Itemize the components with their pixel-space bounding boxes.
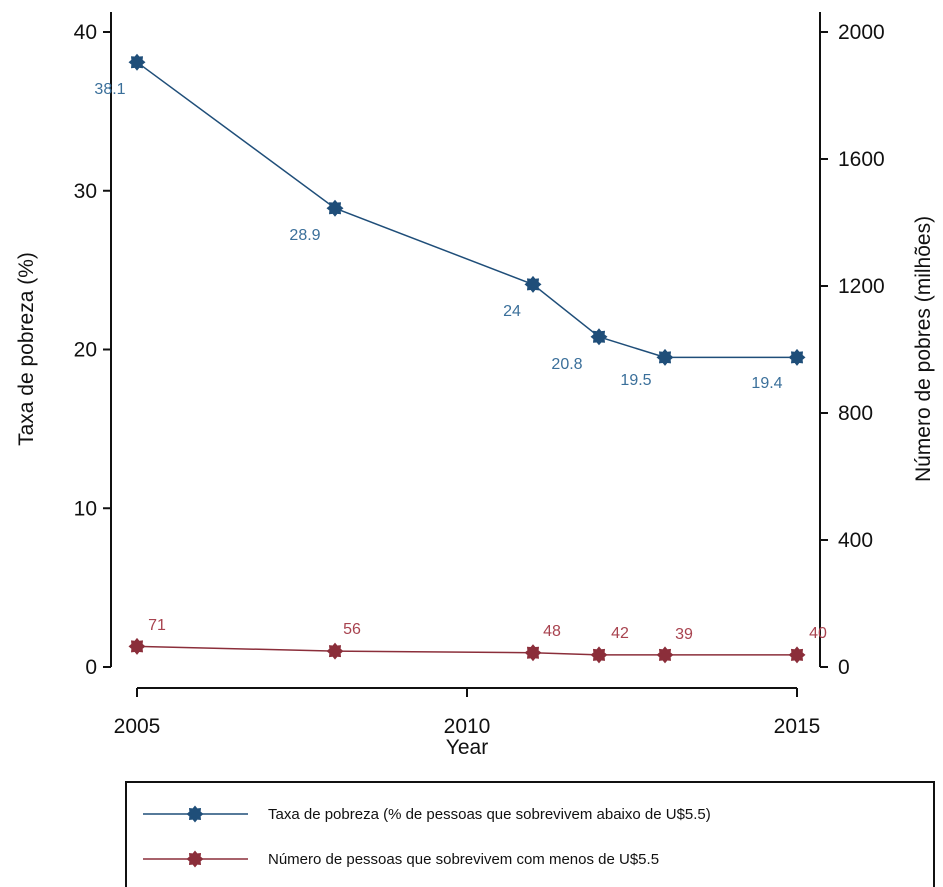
legend-label-series-1: Taxa de pobreza (% de pessoas que sobrev… xyxy=(268,806,711,823)
series-1-point xyxy=(590,328,608,346)
series-2-point xyxy=(326,642,344,660)
y-left-tick-label: 10 xyxy=(74,497,97,520)
x-tick-label: 2015 xyxy=(774,715,821,738)
series-2-data-label: 48 xyxy=(543,623,561,640)
y-right-tick-label: 2000 xyxy=(838,21,885,44)
series-1-point xyxy=(788,348,806,366)
x-tick-label: 2005 xyxy=(114,715,161,738)
y-right-tick-label: 400 xyxy=(838,529,873,552)
series-2-point xyxy=(788,646,806,664)
y-right-tick-label: 0 xyxy=(838,656,850,679)
series-1-point xyxy=(326,199,344,217)
y-left-tick-label: 20 xyxy=(74,339,97,362)
series-1-data-label: 38.1 xyxy=(94,81,125,98)
series-1-data-label: 28.9 xyxy=(289,227,320,244)
y-right-tick-label: 1200 xyxy=(838,275,885,298)
series-2-data-label: 39 xyxy=(675,626,693,643)
series-1-data-label: 19.4 xyxy=(751,375,782,392)
legend-label-series-2: Número de pessoas que sobrevivem com men… xyxy=(268,851,659,868)
series-1-point xyxy=(128,53,146,71)
series-2-data-label: 40 xyxy=(809,625,827,642)
y-right-tick-label: 800 xyxy=(838,402,873,425)
legend-box xyxy=(125,781,935,887)
y-left-tick-label: 0 xyxy=(85,656,97,679)
y-left-tick-label: 40 xyxy=(74,21,97,44)
axes xyxy=(110,12,821,689)
series-1-data-label: 20.8 xyxy=(551,356,582,373)
x-tick-label: 2010 xyxy=(444,715,491,738)
series-2-point xyxy=(524,644,542,662)
y-right-axis-title: Número de pobres (milhões) xyxy=(912,216,935,482)
series-1-data-label: 24 xyxy=(503,303,521,320)
series-1-point xyxy=(656,348,674,366)
series-2-line xyxy=(136,645,797,656)
series-layer: 38.1 28.9 24 20.8 19.5 19.4 71 56 48 42 39 40 xyxy=(94,53,827,664)
series-1-data-label: 19.5 xyxy=(620,372,651,389)
series-2-point xyxy=(128,637,146,655)
series-2-point xyxy=(590,646,608,664)
series-1-point xyxy=(524,275,542,293)
y-left-axis-title: Taxa de pobreza (%) xyxy=(15,252,38,446)
series-2-data-label: 42 xyxy=(611,625,629,642)
series-1-line xyxy=(136,61,797,359)
legend-marker-series-2 xyxy=(186,850,204,868)
series-2-point xyxy=(656,646,674,664)
x-axis-title: Year xyxy=(446,736,488,759)
legend: Taxa de pobreza (% de pessoas que sobrev… xyxy=(125,781,935,887)
y-right-tick-label: 1600 xyxy=(838,148,885,171)
series-2-data-label: 56 xyxy=(343,621,361,638)
series-2-data-label: 71 xyxy=(148,617,166,634)
legend-marker-series-1 xyxy=(186,805,204,823)
y-left-tick-label: 30 xyxy=(74,180,97,203)
